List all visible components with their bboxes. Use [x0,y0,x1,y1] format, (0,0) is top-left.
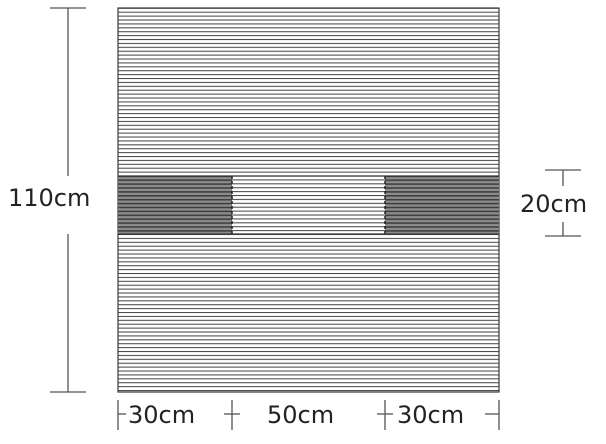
label-right-width: 30cm [397,401,464,429]
label-middle-width: 50cm [267,401,334,429]
label-stripe-height: 20cm [520,190,587,218]
label-total-height: 110cm [8,184,90,212]
dark-panel-left [118,176,232,234]
dark-panel-right [385,176,499,234]
dimension-stripe-height [545,169,581,237]
label-left-width: 30cm [128,401,195,429]
dimension-total-height [50,7,86,393]
dimension-widths [117,400,500,430]
